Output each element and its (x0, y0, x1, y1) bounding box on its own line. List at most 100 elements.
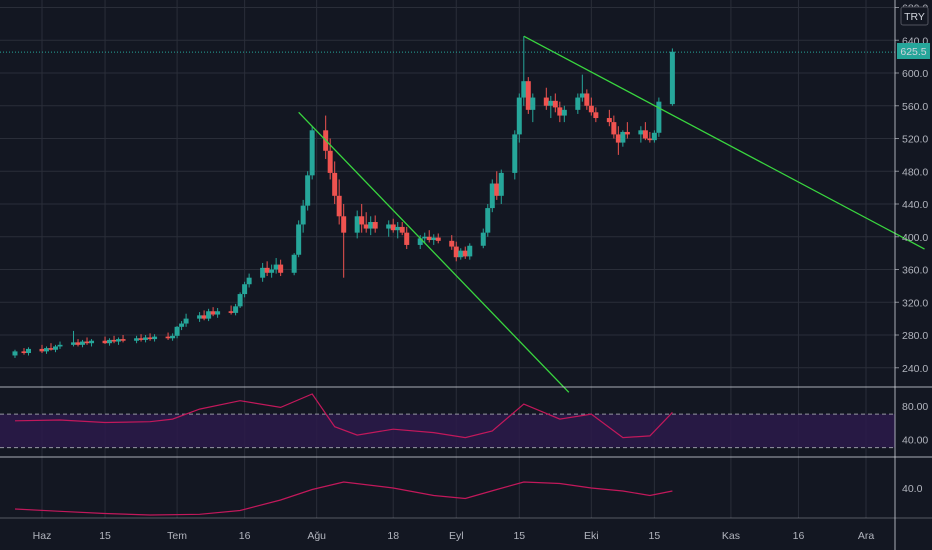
candle-body (300, 205, 306, 225)
candle-body (296, 224, 302, 255)
price-tick-label: 480.0 (902, 166, 928, 178)
candle-body (39, 348, 45, 352)
candle-body (143, 337, 149, 340)
candle-body (170, 335, 176, 339)
candle-body (152, 336, 158, 340)
time-axis[interactable]: Haz 15 Tem 16 Ağu 18 Eyl 15 Eki 15 Kas 16 Ara (33, 530, 875, 542)
candle-body (467, 245, 473, 257)
main-series (12, 36, 675, 358)
candle-body (332, 172, 338, 196)
candle-body (165, 336, 171, 339)
candle-body (480, 232, 486, 246)
osc-series (14, 481, 673, 516)
candle-body (638, 130, 644, 135)
candle-body (620, 131, 626, 143)
candle-body (593, 112, 599, 119)
candle-body (237, 294, 243, 307)
time-tick-label: 15 (649, 530, 661, 542)
candle-body (386, 224, 392, 229)
candle-body (53, 346, 59, 350)
currency-badge-text: TRY (904, 11, 925, 23)
candle-body (624, 131, 630, 135)
candle-body (246, 277, 252, 285)
candle-body (363, 224, 369, 229)
rsi-line (14, 393, 673, 439)
candle-body (530, 97, 536, 110)
candle-body (116, 339, 122, 342)
candle-body (201, 315, 207, 319)
candle-body (372, 222, 378, 229)
candle-body (138, 338, 144, 340)
candle-body (48, 348, 54, 350)
candle-body (368, 222, 374, 229)
candle-body (458, 250, 464, 258)
price-tick-label: 440.0 (902, 199, 928, 211)
time-tick-label: Ara (858, 530, 875, 542)
candle-body (291, 254, 297, 273)
candle-body (215, 311, 221, 315)
time-tick-label: 16 (793, 530, 805, 542)
candle-body (548, 100, 554, 106)
candle-body (183, 318, 189, 324)
price-tick-label: 280.0 (902, 330, 928, 342)
candle-body (494, 183, 500, 196)
grid-lines (0, 0, 895, 518)
candle-body (44, 348, 50, 352)
candle-body (179, 323, 185, 327)
candle-body (435, 237, 441, 241)
candle-body (336, 195, 342, 217)
price-axis[interactable]: 240.0 280.0 320.0 360.0 400.0 440.0 480.0 520.0… (895, 3, 928, 496)
candle-body (309, 130, 315, 176)
candle-body (485, 208, 491, 233)
candle-body (359, 216, 365, 225)
time-tick-label: Tem (167, 530, 187, 542)
candle-body (462, 250, 468, 257)
candle-body (111, 339, 117, 342)
oscillator-tick-label: 40.0 (902, 483, 923, 495)
candle-body (525, 81, 531, 110)
time-tick-label: Eyl (449, 530, 464, 542)
candle-body (395, 226, 401, 231)
trendlines (298, 35, 925, 393)
candle-body (489, 183, 495, 209)
candle-body (449, 240, 455, 247)
last-price-label: 625.5 (900, 46, 926, 58)
candle-body (354, 216, 360, 233)
candle-body (210, 311, 216, 315)
time-tick-label: Eki (584, 530, 599, 542)
rsi-series (14, 393, 673, 439)
candle-body (174, 326, 180, 336)
candle-body (426, 236, 432, 241)
price-tick-label: 240.0 (902, 363, 928, 375)
rsi-tick-label: 40.00 (902, 434, 928, 446)
candle-body (197, 315, 203, 319)
trendline (298, 111, 570, 393)
candle-body (21, 351, 27, 354)
currency-badge[interactable]: TRY (900, 6, 929, 26)
candle-body (57, 344, 63, 347)
price-tick-label: 600.0 (902, 68, 928, 80)
candle-body (404, 232, 410, 245)
price-tick-label: 320.0 (902, 297, 928, 309)
oscillator-line (14, 481, 673, 516)
time-tick-label: Ağu (307, 530, 326, 542)
candle-body (25, 348, 31, 354)
candle-body (305, 175, 311, 206)
candle-body (611, 122, 617, 135)
candle-body (417, 238, 423, 245)
price-tick-label: 400.0 (902, 232, 928, 244)
candle-body (269, 269, 275, 273)
candle-body (228, 311, 234, 313)
time-tick-label: 16 (239, 530, 251, 542)
candle-body (579, 93, 585, 98)
candle-body (399, 226, 405, 233)
time-tick-label: Haz (33, 530, 52, 542)
candle-body (341, 216, 347, 233)
candle-body (669, 51, 675, 105)
candle-body (107, 339, 113, 344)
time-tick-label: 15 (513, 530, 525, 542)
candle-body (606, 118, 612, 123)
time-tick-label: Kas (722, 530, 740, 542)
candle-body (84, 341, 90, 344)
